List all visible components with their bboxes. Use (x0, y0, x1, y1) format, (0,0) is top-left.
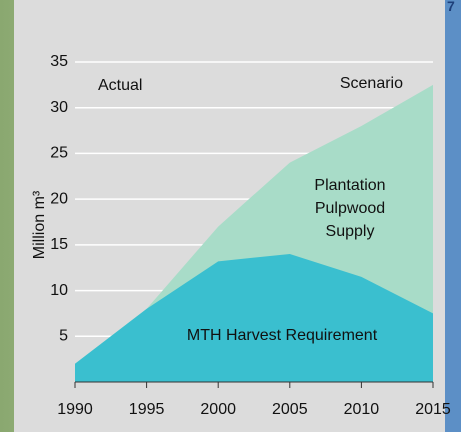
y-tick-label: 20 (50, 190, 68, 207)
annotation: Scenario (340, 75, 403, 92)
side-strip: 7 (445, 0, 461, 432)
x-tick-label: 1990 (57, 401, 93, 418)
x-tick-label: 2010 (344, 401, 380, 418)
x-tick-label: 1995 (129, 401, 165, 418)
area (75, 254, 433, 382)
y-axis-label: Million m³ (31, 190, 48, 259)
y-tick-label: 30 (50, 99, 68, 116)
series-label: MTH Harvest Requirement (187, 327, 378, 344)
y-tick-label: 25 (50, 145, 68, 162)
y-tick-label: 15 (50, 236, 68, 253)
series-label: Plantation Pulpwood Supply (314, 177, 386, 240)
page-marker: 7 (447, 0, 455, 14)
x-tick-label: 2000 (200, 401, 236, 418)
x-tick-label: 2005 (272, 401, 308, 418)
x-tick-label: 2015 (415, 401, 451, 418)
y-tick-label: 35 (50, 53, 68, 70)
y-tick-label: 5 (59, 328, 68, 345)
y-tick-label: 10 (50, 282, 68, 299)
annotation: Actual (98, 77, 142, 94)
